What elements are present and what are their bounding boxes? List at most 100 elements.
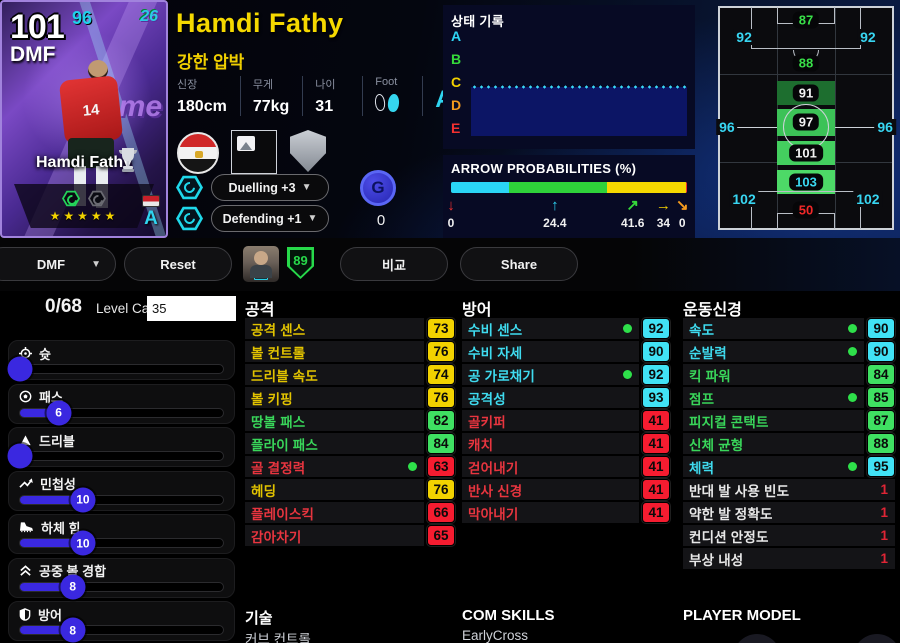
club-badge-placeholder	[231, 130, 277, 174]
slider-knob[interactable]: 6	[46, 400, 72, 425]
stat-bar: 수비 센스	[462, 318, 639, 339]
stat-bar: 골 결정력	[245, 456, 424, 477]
stat-label: 감아차기	[251, 529, 302, 545]
stat-label: 헤딩	[251, 483, 277, 499]
com-skills-section-title: COM SKILLS	[462, 607, 555, 624]
stat-label: 수비 센스	[468, 322, 523, 338]
stat-row: 감아차기 65	[245, 525, 455, 546]
stat-label: 공 가로채기	[468, 368, 536, 384]
slider-track[interactable]	[7, 443, 224, 469]
stat-value-badge: 41	[642, 456, 670, 477]
slider-track[interactable]: 10	[19, 530, 224, 556]
stat-row: 공격성 93	[462, 387, 670, 408]
position-select-dropdown[interactable]: DMF ▼	[0, 247, 116, 281]
height-value: 180cm	[177, 98, 227, 115]
foot-icon	[374, 93, 409, 113]
boost-dot-icon	[848, 324, 857, 333]
stat-row: 캐치 41	[462, 433, 670, 454]
slider-track[interactable]: 10	[19, 487, 224, 512]
arrow-item: 0	[662, 198, 702, 230]
compare-button[interactable]: 비교	[340, 247, 448, 281]
player-model-thumb[interactable]	[733, 634, 781, 643]
right-foot-icon	[387, 93, 401, 113]
duelling-skill-label: Duelling +3	[228, 180, 296, 195]
stat-label: 플레이스킥	[251, 506, 315, 522]
level-cap-input[interactable]	[147, 296, 236, 321]
stat-value-badge: 92	[642, 364, 670, 385]
height-block: 신장 180cm	[177, 76, 241, 116]
stat-row: 골 결정력 63	[245, 456, 455, 477]
skill-row-duelling: Duelling +3 ▼	[176, 174, 329, 201]
slider-card-dribbling: 드리블	[7, 427, 235, 469]
stat-row: 플레이스킥 66	[245, 502, 455, 523]
slider-knob[interactable]: 10	[70, 530, 96, 556]
efootball-logo-gray-icon	[88, 190, 106, 207]
stat-value-badge: 95	[867, 456, 895, 477]
slider-track[interactable]: 6	[19, 400, 224, 425]
level-cap-label: Level Cap	[96, 301, 157, 316]
manager-avatar[interactable]	[243, 246, 279, 282]
player-artwork	[68, 138, 114, 168]
share-button[interactable]: Share	[460, 247, 578, 281]
reset-button[interactable]: Reset	[124, 247, 232, 281]
boost-dot-icon	[848, 393, 857, 402]
player-model-section-title: PLAYER MODEL	[683, 607, 801, 624]
foot-label: Foot	[375, 76, 398, 88]
league-emblem-icon	[142, 195, 160, 207]
slider-track[interactable]: 8	[19, 617, 224, 643]
slider-knob[interactable]: 8	[60, 617, 86, 643]
slider-knob[interactable]: 10	[70, 487, 96, 512]
condition-grade-letter: D	[451, 97, 462, 113]
chevron-down-icon: ▼	[91, 258, 101, 270]
player-header: me 14 101 96 DMF 26 Hamdi Fathy	[0, 0, 900, 238]
position-rating-side: 92	[733, 28, 755, 45]
slider-track[interactable]	[7, 356, 224, 382]
bar-segment	[686, 182, 687, 193]
stat-row: 점프 85	[683, 387, 895, 408]
attack-column-title: 공격	[245, 302, 275, 319]
stat-label: 공격성	[468, 391, 506, 407]
bar-segment	[606, 182, 686, 193]
stat-bar: 부상 내성	[683, 548, 895, 569]
boost-dot-icon	[623, 370, 632, 379]
position-rating-cmf: 97	[792, 113, 820, 131]
efootball-logo-icon	[62, 190, 80, 207]
slider-track[interactable]: 8	[19, 574, 224, 599]
slider-knob[interactable]: 8	[60, 574, 86, 599]
stat-label: 체력	[689, 460, 715, 476]
team-shield-icon	[290, 130, 326, 172]
team-strength-value: 89	[293, 253, 308, 268]
age-value: 31	[315, 98, 334, 115]
stat-value-badge: 66	[427, 502, 455, 523]
pitch-grid-line	[720, 74, 892, 75]
pitch-grid-line	[835, 8, 837, 228]
stat-value-plain: 1	[880, 528, 888, 543]
player-card: me 14 101 96 DMF 26 Hamdi Fathy	[0, 0, 168, 238]
slider-card-shooting: 슛	[7, 340, 235, 382]
stat-bar: 캐치	[462, 433, 639, 454]
card-rating-block: 101 96 DMF	[10, 8, 92, 67]
slider-knob[interactable]	[7, 356, 33, 382]
stat-bar: 드리블 속도	[245, 364, 424, 385]
stat-value-badge: 76	[427, 387, 455, 408]
stat-row: 볼 컨트롤 76	[245, 341, 455, 362]
gp-coin-icon: G	[360, 170, 396, 206]
boost-dot-icon	[848, 347, 857, 356]
stat-label: 캐치	[468, 437, 494, 453]
stat-bar: 킥 파워	[683, 364, 864, 385]
slider-knob[interactable]	[7, 443, 33, 469]
stat-bar: 플라이 패스	[245, 433, 424, 454]
chevron-down-icon: ▼	[307, 213, 318, 224]
stat-label: 막아내기	[468, 506, 519, 522]
player-model-thumb[interactable]	[853, 634, 900, 643]
stat-value-badge: 76	[427, 479, 455, 500]
arrow-direction-icon	[535, 198, 575, 214]
stat-bar: 순발력	[683, 341, 864, 362]
duelling-skill-dropdown[interactable]: Duelling +3 ▼	[211, 174, 329, 201]
stat-bar: 땅볼 패스	[245, 410, 424, 431]
shield-icon	[19, 607, 31, 621]
position-rating-side: 96	[874, 118, 896, 135]
condition-grades: A B C D E	[451, 29, 461, 135]
defending-skill-dropdown[interactable]: Defending +1 ▼	[211, 205, 329, 232]
